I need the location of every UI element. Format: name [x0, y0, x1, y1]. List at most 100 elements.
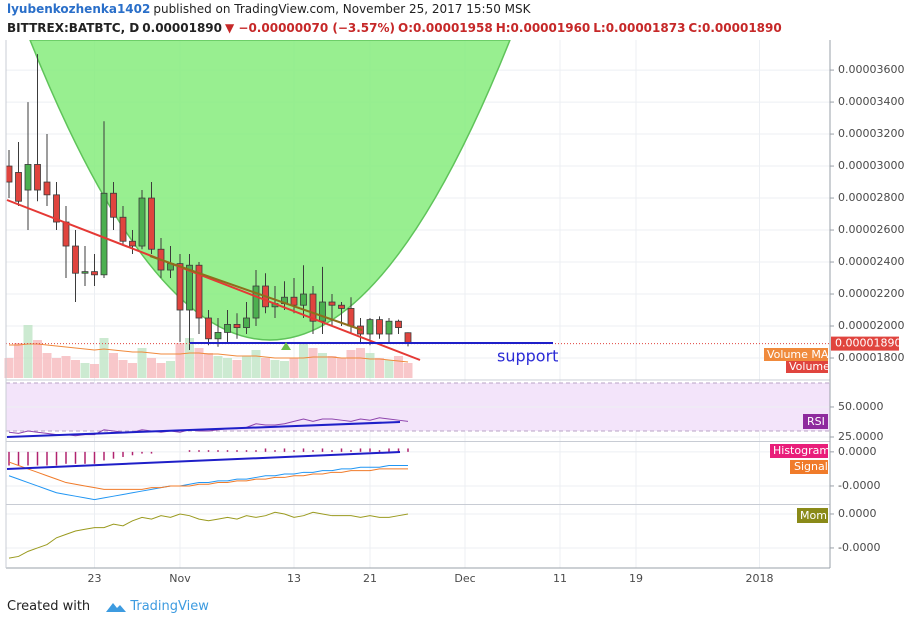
- trendline: [149, 255, 363, 331]
- volume-bar: [384, 360, 394, 378]
- candle-body: [186, 264, 193, 311]
- y-tick-label: 0.00002200: [838, 287, 904, 300]
- volume-bar: [289, 358, 299, 378]
- footer: Created with TradingView: [7, 599, 212, 614]
- candle-body: [233, 324, 241, 329]
- candle-body: [100, 192, 108, 276]
- y-tick-label: -0.0000: [838, 541, 880, 554]
- candle-body: [81, 271, 89, 274]
- y-tick-label: 50.0000: [838, 400, 884, 413]
- x-tick-label: 13: [287, 572, 301, 585]
- y-tick-label: 0.00003000: [838, 159, 904, 172]
- candle-body: [366, 319, 374, 335]
- symbol-line: BITTREX:BATBTC, D 0.00001890 ▼ −0.00000070…: [7, 21, 785, 35]
- legend-label: Mom: [800, 509, 827, 522]
- legend-label: Volume: [789, 360, 830, 373]
- volume-bar: [99, 338, 109, 378]
- volume-bar: [61, 356, 71, 378]
- volume-bar: [175, 343, 185, 378]
- volume-bar: [299, 343, 308, 378]
- x-tick-label: 2018: [746, 572, 774, 585]
- y-tick-label: -0.0000: [838, 479, 880, 492]
- volume-bar: [308, 348, 318, 378]
- brand[interactable]: TradingView: [130, 599, 209, 614]
- y-tick-label: 0.00003200: [838, 127, 904, 140]
- candle-body: [53, 194, 60, 223]
- volume-bar: [261, 358, 270, 378]
- candle-body: [15, 172, 22, 202]
- y-tick-label: 0.00002800: [838, 191, 904, 204]
- legend-label: Histogram: [773, 444, 830, 457]
- change: ▼ −0.00000070 (−3.57%): [225, 21, 395, 35]
- rsi-line: [8, 417, 409, 437]
- ohlc-high: H:0.00001960: [495, 21, 591, 35]
- created-with: Created with: [7, 599, 91, 614]
- volume-bar: [4, 358, 14, 378]
- candle-body: [214, 332, 222, 340]
- candle-body: [43, 181, 51, 196]
- ohlc-low: L:0.00001873: [593, 21, 686, 35]
- published: published on TradingView.com, November 2…: [153, 2, 531, 16]
- volume-bar: [156, 363, 166, 378]
- volume-bar: [147, 358, 156, 378]
- volume-bar: [80, 363, 90, 378]
- candle-body: [34, 164, 41, 191]
- momentum-line: [8, 511, 409, 559]
- candle-body: [110, 192, 117, 218]
- legend-box: [770, 444, 828, 458]
- marker: [281, 342, 291, 350]
- candle-body: [347, 308, 355, 327]
- x-tick-label: 11: [553, 572, 567, 585]
- legend-box: [764, 348, 828, 361]
- candle-body: [129, 240, 136, 247]
- volume-bar: [318, 353, 327, 378]
- legend-box: [790, 460, 828, 474]
- drawings-layer: support Volume MA Volume RSI Histogram S…: [5, 40, 831, 569]
- signal-line: [8, 461, 408, 490]
- x-tick-label: 23: [88, 572, 102, 585]
- candle-body: [195, 264, 203, 319]
- volume-bar: [90, 364, 99, 378]
- volume-bar: [42, 353, 52, 378]
- candle-body: [205, 317, 212, 340]
- volume-bar: [394, 356, 403, 378]
- volume-bar: [356, 348, 365, 378]
- ohlc-close: C:0.00001890: [688, 21, 782, 35]
- symbol: BITTREX:BATBTC, D: [7, 21, 140, 35]
- legend-box: [803, 414, 828, 429]
- macd-trendline: [6, 451, 401, 470]
- volume-bar: [185, 338, 194, 378]
- candle-body: [138, 197, 146, 247]
- volume-bar: [270, 360, 280, 378]
- candle-body: [300, 293, 307, 306]
- candle-body: [385, 320, 393, 335]
- y-tick-label: 25.0000: [838, 430, 884, 443]
- volume-bar: [109, 353, 118, 378]
- y-tick-label: 0.00003400: [838, 95, 904, 108]
- volume-bar: [23, 325, 33, 378]
- macd-line: [8, 465, 408, 501]
- legend-box: [786, 361, 828, 373]
- candle-body: [338, 304, 345, 309]
- y-tick-label: 0.00003600: [838, 63, 904, 76]
- volume-bar: [33, 340, 42, 378]
- volume-bar: [223, 358, 232, 378]
- candle-body: [252, 285, 260, 319]
- volume-bar: [204, 353, 213, 378]
- volume-bar: [251, 350, 261, 378]
- candle-body: [319, 301, 326, 322]
- candle-body: [62, 221, 70, 247]
- candle-body: [376, 319, 383, 335]
- candle-body: [24, 164, 32, 191]
- candle-body: [243, 317, 250, 329]
- candle-body: [91, 271, 98, 276]
- volume-bar: [213, 356, 223, 378]
- y-tick-label: 0.00001800: [838, 351, 904, 364]
- y-tick-label: 0.00002600: [838, 223, 904, 236]
- author[interactable]: lyubenkozhenka1402: [7, 2, 151, 16]
- candle-body: [290, 296, 298, 306]
- candle-body: [404, 332, 412, 345]
- marks-layer: 0.00001800 0.00002000 0.00002200 0.00002400…: [4, 54, 904, 585]
